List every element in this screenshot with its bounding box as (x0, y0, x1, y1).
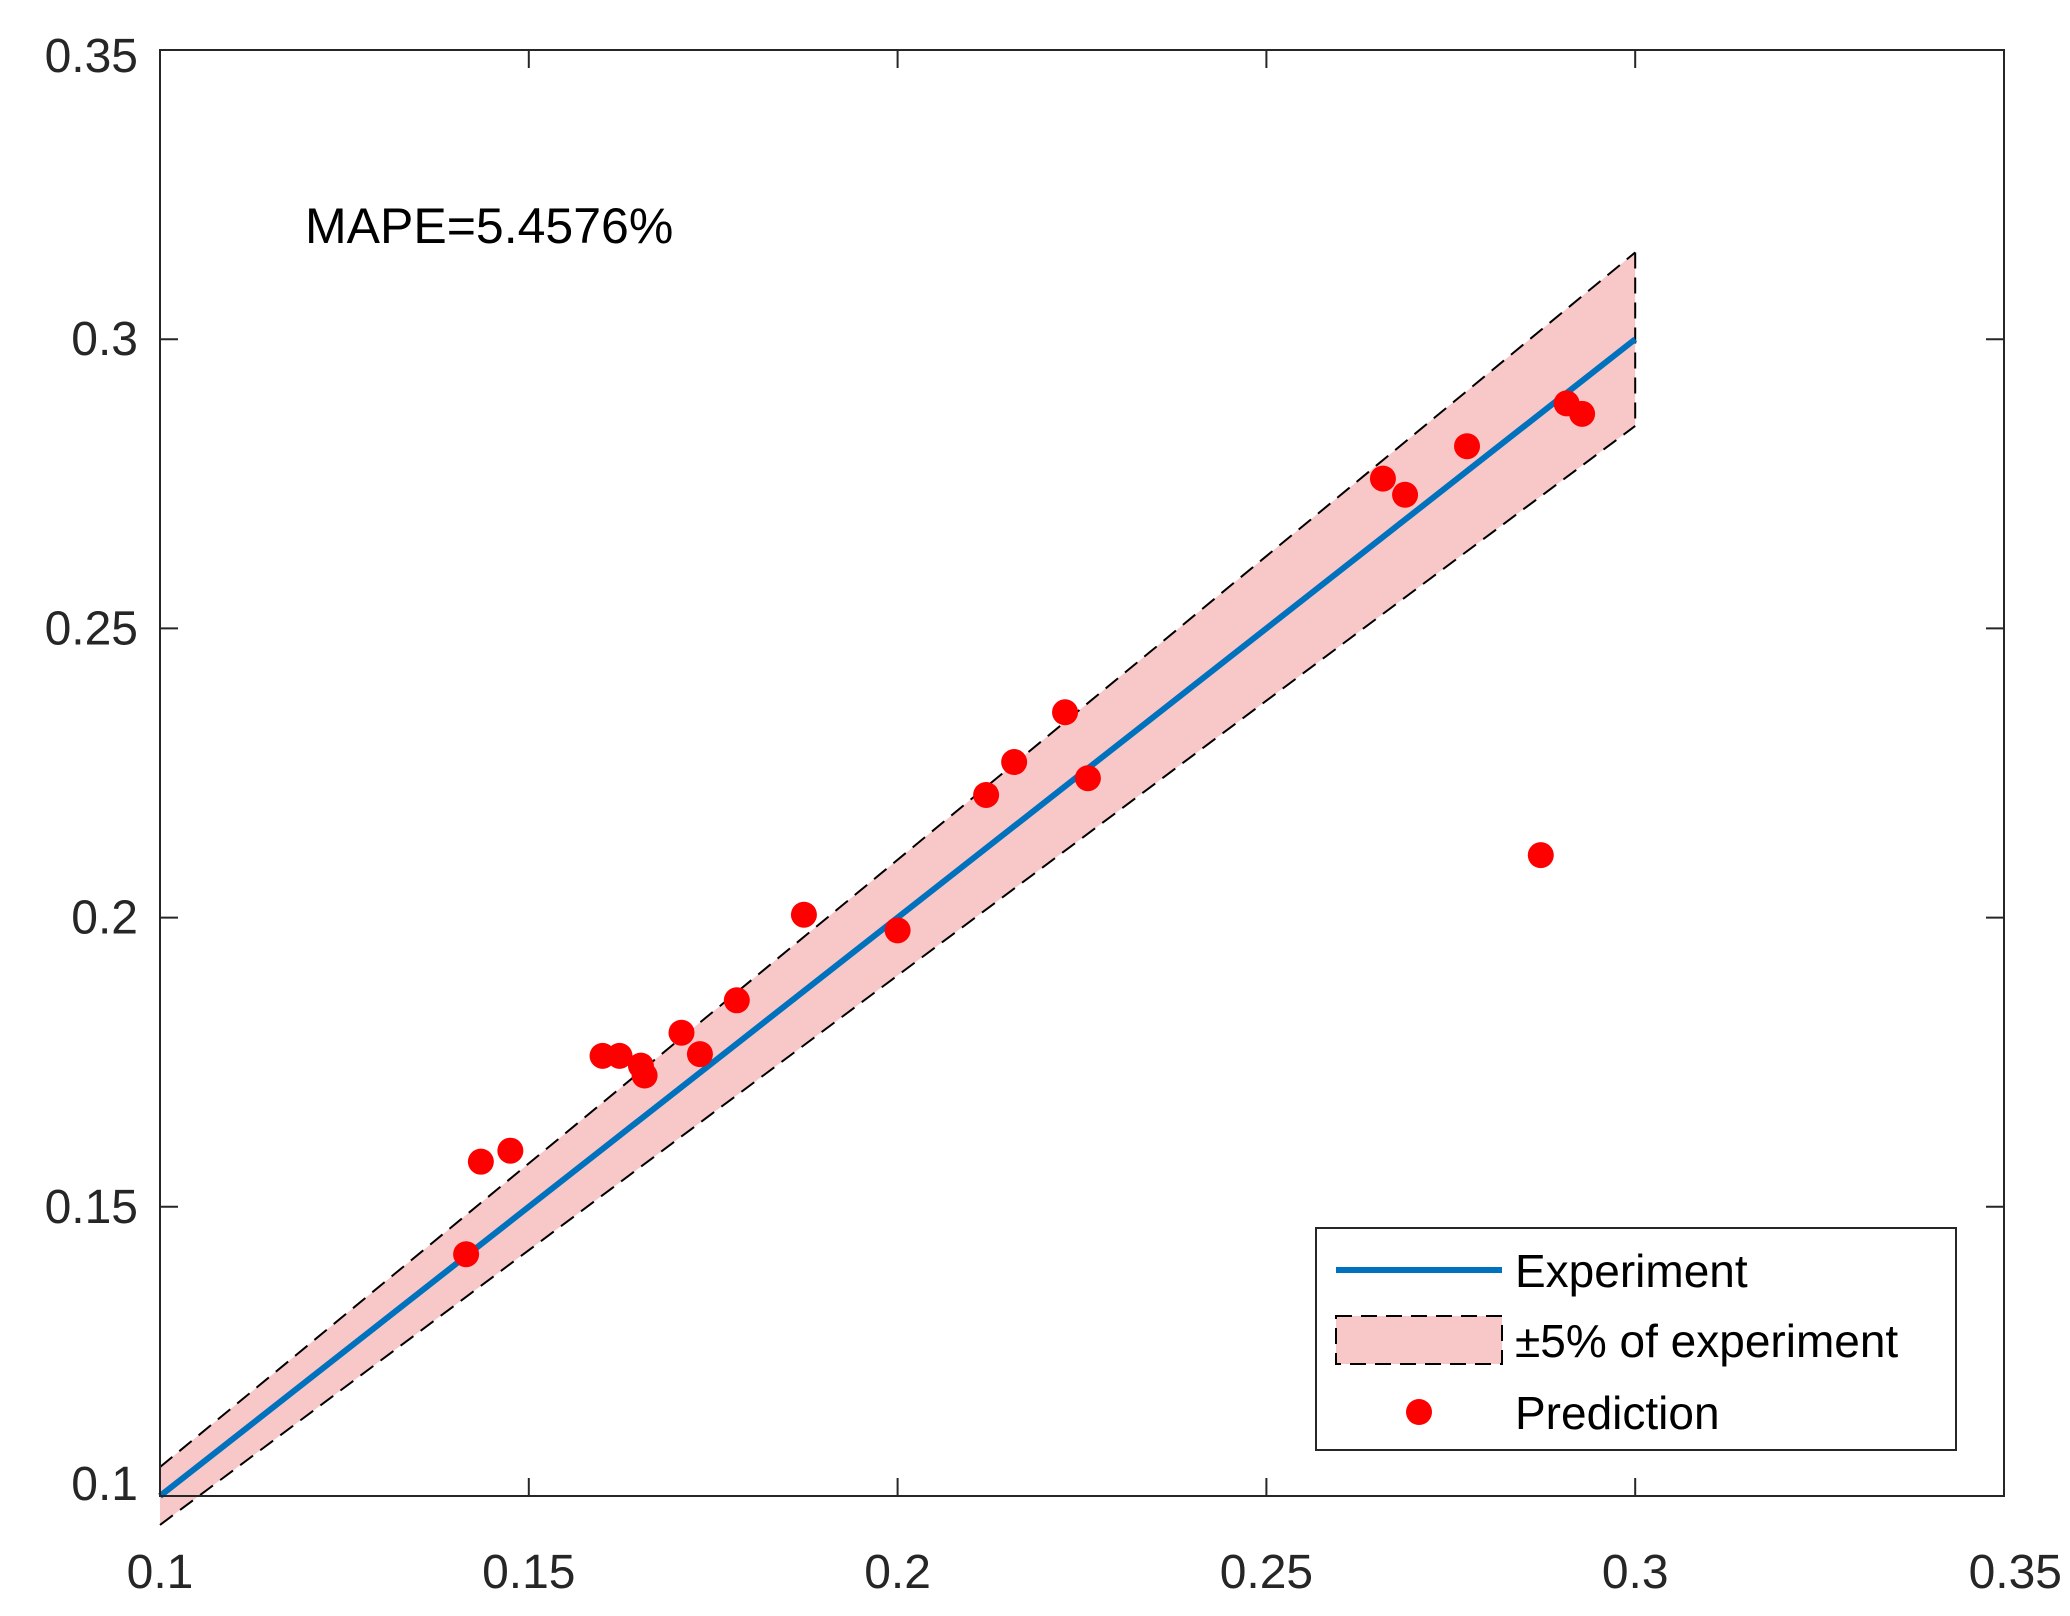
prediction-point-11 (790, 901, 817, 928)
prediction-point-7 (631, 1062, 658, 1089)
prediction-point-1 (453, 1241, 480, 1268)
x-tick-label-5: 0.35 (1969, 1546, 2062, 1599)
x-tick-label-3: 0.25 (1220, 1546, 1313, 1599)
band-lower-edge (159, 425, 1636, 1526)
prediction-point-16 (1074, 765, 1101, 792)
band-upper-edge (159, 251, 1636, 1468)
x-tick-label-1: 0.15 (482, 1546, 575, 1599)
prediction-point-15 (1052, 699, 1079, 726)
legend: Experiment ±5% of experiment Prediction (1315, 1227, 1957, 1451)
x-tick-label-4: 0.3 (1602, 1546, 1669, 1599)
y-tick-label-1: 0.15 (45, 1181, 138, 1234)
legend-band-swatch (1335, 1315, 1503, 1365)
y-tick-label-3: 0.25 (45, 602, 138, 655)
legend-experiment-label: Experiment (1515, 1245, 1748, 1297)
x-tick-label-0: 0.1 (127, 1546, 194, 1599)
prediction-point-10 (723, 987, 750, 1014)
prediction-point-9 (686, 1041, 713, 1068)
y-tick-label-2: 0.2 (71, 892, 138, 945)
prediction-point-20 (1527, 842, 1554, 869)
axis-ticks (159, 49, 2005, 1497)
mape-annotation: MAPE=5.4576% (305, 198, 673, 254)
y-tick-label-5: 0.35 (45, 30, 138, 83)
plot-frame (159, 49, 2005, 1497)
y-tick-label-4: 0.3 (71, 313, 138, 366)
y-tick-labels: 0.1 0.15 0.2 0.25 0.3 0.35 (45, 30, 138, 1511)
prediction-point-2 (467, 1148, 494, 1175)
prediction-point-12 (884, 917, 911, 944)
prediction-point-14 (1001, 749, 1028, 776)
prediction-point-19 (1454, 433, 1481, 460)
legend-band-label: ±5% of experiment (1515, 1315, 1898, 1367)
prediction-point-17 (1369, 465, 1396, 492)
y-tick-label-0: 0.1 (71, 1458, 138, 1511)
prediction-point-3 (497, 1137, 524, 1164)
prediction-point-5 (606, 1042, 633, 1069)
legend-prediction-swatch (1406, 1399, 1432, 1425)
prediction-point-22 (1569, 400, 1596, 427)
prediction-point-18 (1392, 481, 1419, 508)
x-tick-labels: 0.1 0.15 0.2 0.25 0.3 0.35 (127, 1546, 2062, 1599)
prediction-point-8 (668, 1019, 695, 1046)
prediction-points (453, 390, 1596, 1268)
x-tick-label-2: 0.2 (864, 1546, 931, 1599)
prediction-point-13 (973, 781, 1000, 808)
legend-prediction-label: Prediction (1515, 1387, 1720, 1439)
